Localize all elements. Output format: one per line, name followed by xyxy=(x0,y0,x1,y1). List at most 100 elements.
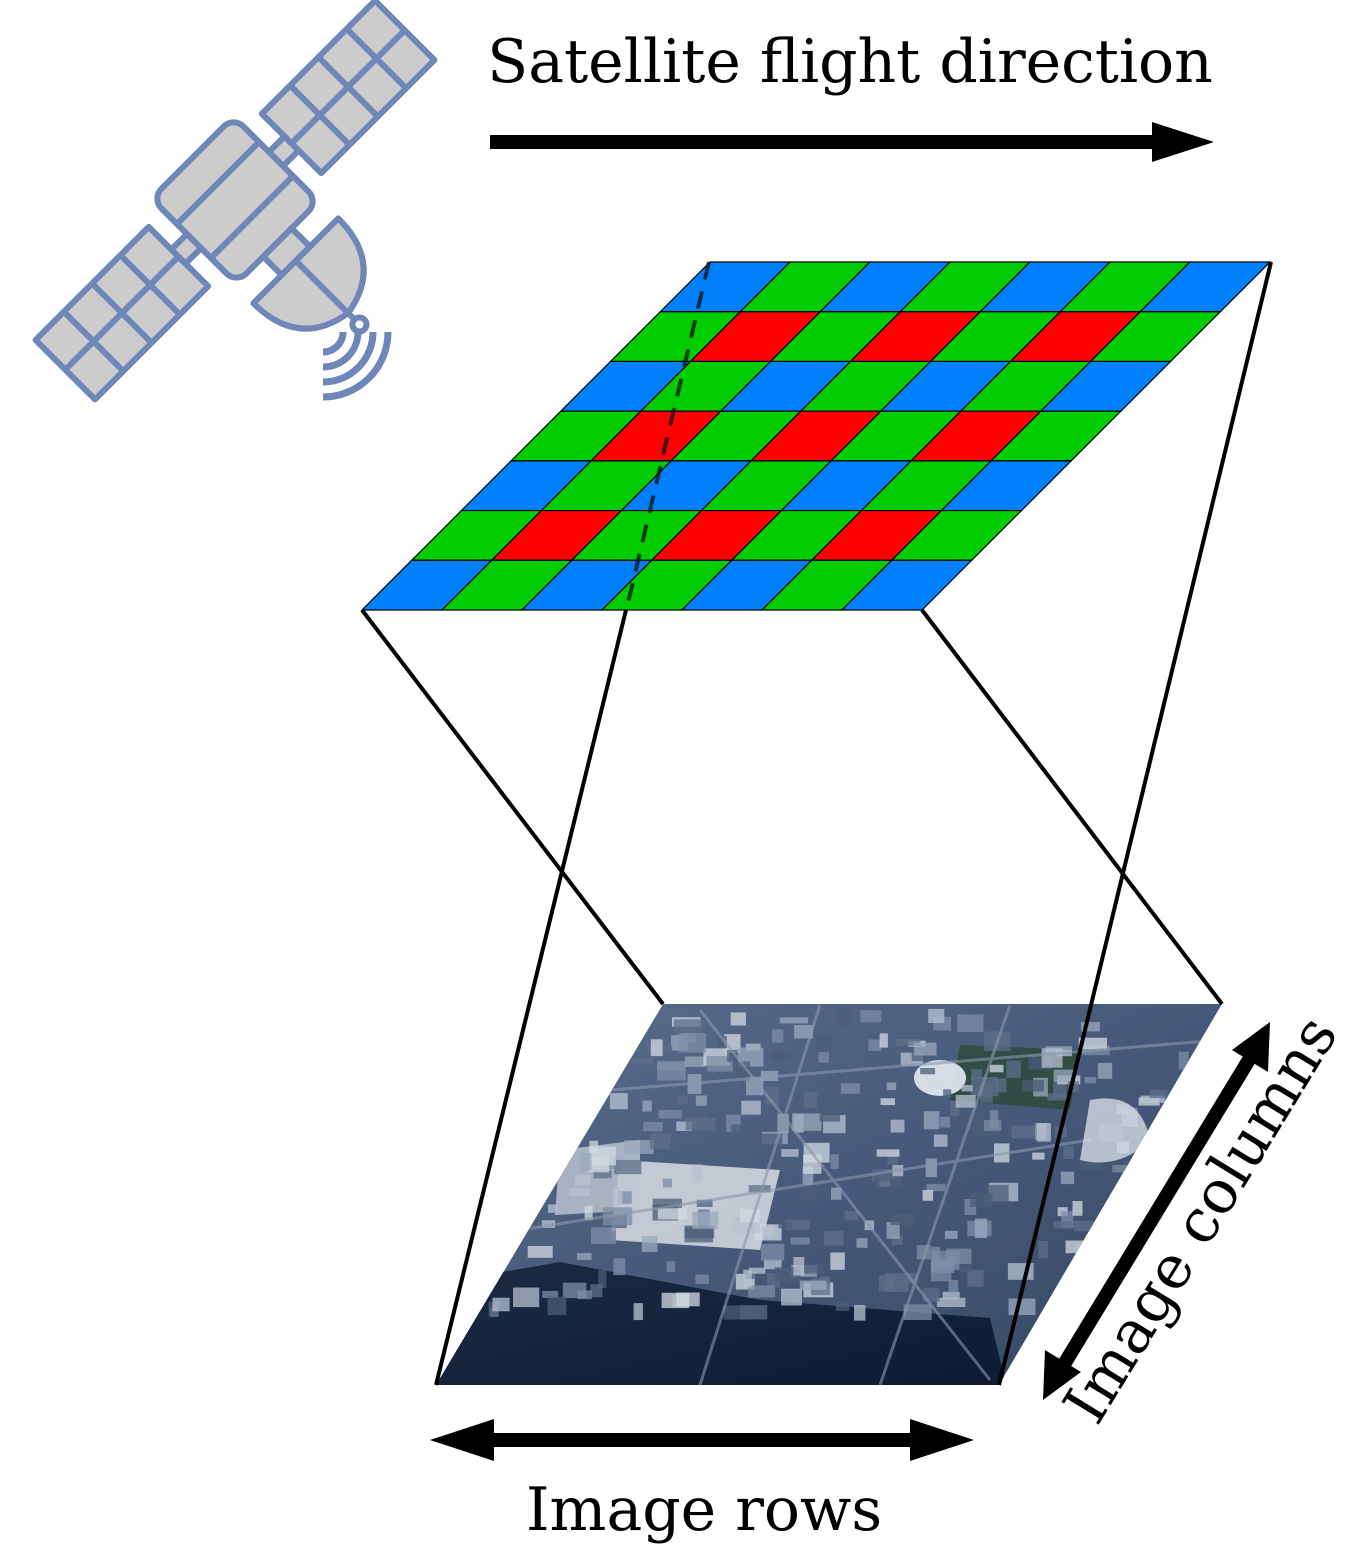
city-block xyxy=(1112,1164,1127,1173)
city-block xyxy=(989,1064,1004,1073)
flight-direction-label: Satellite flight direction xyxy=(487,27,1213,97)
city-block xyxy=(891,1235,903,1245)
city-block xyxy=(949,1100,960,1116)
city-block xyxy=(931,1246,941,1262)
city-block xyxy=(547,1296,567,1316)
city-block xyxy=(933,1134,948,1147)
city-block xyxy=(886,1082,897,1091)
city-block xyxy=(840,1083,861,1094)
city-block xyxy=(868,1039,882,1051)
city-block xyxy=(548,1204,557,1213)
city-block xyxy=(1063,1146,1074,1159)
city-block xyxy=(923,1111,940,1130)
city-block xyxy=(779,1017,808,1024)
city-block xyxy=(781,1288,802,1306)
city-block xyxy=(1011,1125,1037,1139)
city-block xyxy=(1032,1152,1045,1160)
city-block xyxy=(960,1265,971,1273)
city-block xyxy=(790,1237,810,1245)
flight-direction-arrow xyxy=(490,122,1214,162)
image-rows-label: Image rows xyxy=(526,1475,882,1545)
city-block xyxy=(676,1121,693,1131)
solar-panel-right xyxy=(258,0,438,177)
city-block xyxy=(650,1039,663,1057)
city-block xyxy=(748,1185,771,1193)
city-block xyxy=(836,1008,852,1027)
city-block xyxy=(743,1269,752,1288)
city-block xyxy=(492,1297,510,1312)
city-block xyxy=(1073,1220,1096,1232)
city-block xyxy=(673,1019,704,1033)
city-block xyxy=(577,1253,592,1260)
city-block xyxy=(830,1252,845,1270)
city-block xyxy=(823,1231,844,1246)
city-block xyxy=(974,1126,999,1136)
city-block xyxy=(1060,1171,1075,1185)
city-block xyxy=(602,1207,633,1226)
city-block xyxy=(818,1052,829,1063)
city-block xyxy=(662,1178,673,1188)
city-block xyxy=(658,1110,682,1119)
city-block xyxy=(589,1140,599,1153)
city-block xyxy=(1053,1069,1077,1083)
city-block xyxy=(1072,1201,1083,1216)
city-block xyxy=(942,1291,960,1299)
city-block xyxy=(652,1198,682,1208)
city-block xyxy=(513,1287,540,1308)
city-block xyxy=(989,1110,999,1129)
city-block xyxy=(593,1170,612,1179)
city-block xyxy=(527,1246,553,1258)
city-block xyxy=(948,1279,959,1293)
city-block xyxy=(590,1284,603,1298)
city-block xyxy=(657,1062,685,1071)
city-block xyxy=(887,1155,898,1165)
city-block xyxy=(903,1304,932,1320)
city-block xyxy=(745,1043,761,1051)
city-block xyxy=(926,1183,946,1192)
city-block xyxy=(609,1093,628,1110)
city-block xyxy=(794,1025,813,1039)
city-block xyxy=(1036,1123,1051,1142)
city-block xyxy=(1065,1240,1088,1254)
solar-panel-left xyxy=(32,223,212,403)
city-block xyxy=(994,1078,1007,1093)
city-block xyxy=(957,1014,984,1033)
city-block xyxy=(748,1285,776,1298)
city-block xyxy=(1078,1037,1107,1050)
city-block xyxy=(792,1113,822,1131)
city-block xyxy=(940,1116,950,1128)
city-block xyxy=(925,1158,937,1178)
city-block xyxy=(643,1122,663,1132)
city-block xyxy=(860,1010,882,1023)
city-block xyxy=(684,1056,706,1067)
city-block xyxy=(802,1166,814,1185)
city-block xyxy=(624,1140,654,1154)
city-block xyxy=(815,1034,834,1050)
city-block xyxy=(1038,1241,1048,1259)
city-block xyxy=(584,1205,593,1220)
city-block xyxy=(803,1091,817,1108)
city-block xyxy=(854,1305,866,1321)
city-block xyxy=(575,1174,591,1186)
city-block xyxy=(1084,1076,1097,1084)
city-block xyxy=(1178,1051,1189,1070)
city-block xyxy=(740,1208,760,1223)
city-block xyxy=(1053,1083,1067,1098)
city-block xyxy=(735,1061,750,1081)
city-block xyxy=(886,1222,900,1239)
city-block xyxy=(706,1056,733,1072)
city-block xyxy=(730,1012,746,1026)
city-block xyxy=(1140,1095,1166,1103)
city-block xyxy=(657,1208,688,1220)
city-block xyxy=(1053,1221,1073,1229)
city-block xyxy=(591,1227,616,1245)
city-block xyxy=(1149,1089,1168,1099)
city-block xyxy=(731,1124,746,1144)
city-block xyxy=(718,1036,727,1053)
city-block xyxy=(984,1120,1002,1131)
projection-lines xyxy=(360,261,1273,1386)
city-block xyxy=(633,1303,643,1321)
city-block xyxy=(925,1077,941,1086)
city-block xyxy=(961,1085,973,1092)
